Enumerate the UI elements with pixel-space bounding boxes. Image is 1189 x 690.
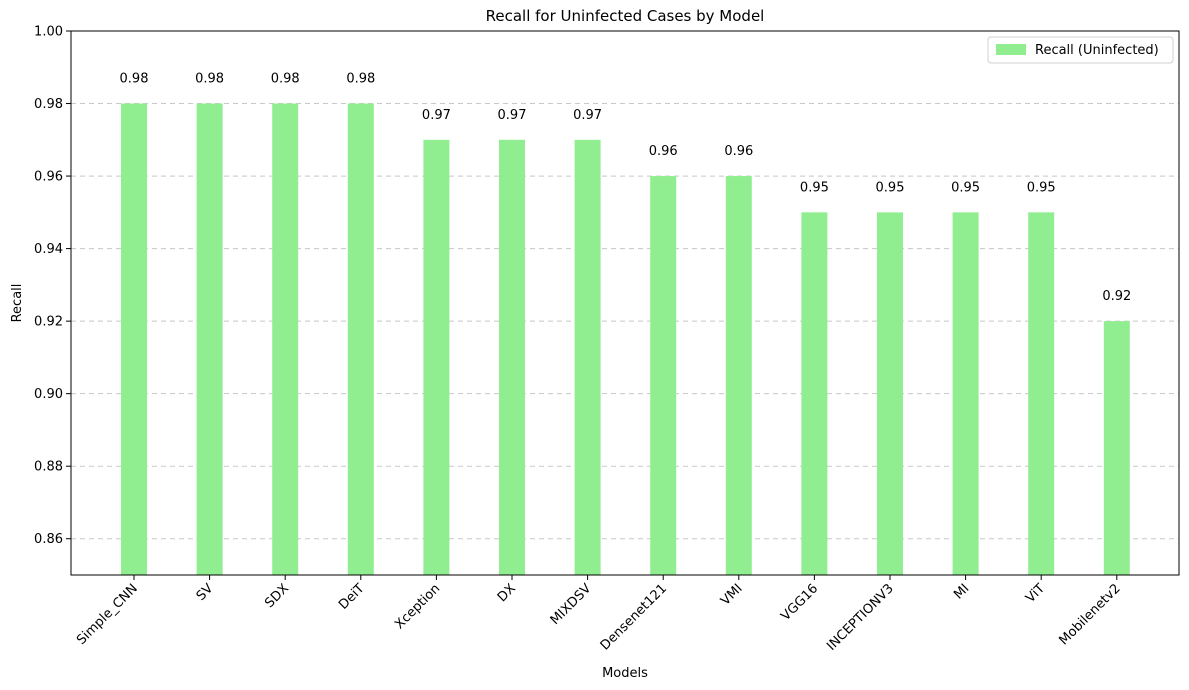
bar [499,139,525,576]
x-tick-label: Xception [392,581,443,632]
bar [423,139,450,576]
value-labels: 0.98 0.98 0.98 0.98 0.97 0.97 0.97 0.96 0.96 0.95… [120,72,1132,305]
bar-value-label: 0.95 [1027,180,1056,195]
chart-title: Recall for Uninfected Cases by Model [486,7,765,25]
y-tick-label: 0.86 [34,532,63,547]
x-tick-label: VGG16 [778,581,821,624]
x-tick-label: VMI [718,581,746,609]
bar-value-label: 0.95 [876,180,905,195]
bar [196,103,223,576]
y-tick-label: 0.90 [34,387,63,402]
x-axis-title: Models [602,666,648,681]
bars [121,103,1130,576]
bar-value-label: 0.97 [498,108,527,123]
y-axis-title: Recall [10,284,25,323]
y-tick-label: 1.00 [34,25,63,40]
x-tick-label: DX [495,581,519,605]
legend-label: Recall (Uninfected) [1035,43,1159,58]
bar [1028,212,1055,576]
y-axis: 0.86 0.88 0.90 0.92 0.94 0.96 0.98 1.00 [34,25,71,547]
bar [877,212,903,576]
x-tick-label: ViT [1023,581,1048,606]
bar-value-label: 0.96 [649,144,678,159]
bar [272,103,299,576]
x-tick-label: INCEPTIONV3 [824,581,897,654]
bar [347,103,374,576]
bar [1103,321,1130,575]
y-tick-label: 0.98 [34,97,63,112]
y-tick-label: 0.88 [34,460,63,475]
bar [650,176,677,576]
bar [574,139,601,576]
bar-value-label: 0.98 [346,72,375,87]
bar-value-label: 0.97 [422,108,451,123]
bar-value-label: 0.95 [951,180,980,195]
bar-value-label: 0.96 [724,144,753,159]
x-tick-label: MI [951,581,972,602]
bar [952,212,979,576]
bar-value-label: 0.92 [1102,289,1131,304]
x-tick-label: SV [194,581,217,604]
bar [725,176,752,576]
gridlines [71,103,1179,540]
x-tick-label: MIXDSV [548,581,595,628]
x-axis: Simple_CNN SV SDX DeiT Xception DX MIXDSV Dense… [74,575,1124,654]
bar [801,212,828,576]
legend: Recall (Uninfected) [987,36,1174,64]
bar-value-label: 0.97 [573,108,602,123]
legend-swatch [996,44,1026,55]
bar-value-label: 0.95 [800,180,829,195]
plot-frame [70,30,1180,576]
bar [121,103,147,576]
bar-value-label: 0.98 [195,72,224,87]
x-tick-label: Densenet121 [598,581,670,653]
x-tick-label: Simple_CNN [74,581,141,648]
y-tick-label: 0.94 [34,242,63,257]
y-tick-label: 0.96 [34,170,63,185]
bar-value-label: 0.98 [120,72,149,87]
legend-box [987,36,1174,64]
x-tick-label: SDX [262,581,292,611]
x-tick-label: DeiT [336,581,368,613]
bar-value-label: 0.98 [271,72,300,87]
y-tick-label: 0.92 [34,315,63,330]
x-tick-label: Mobilenetv2 [1056,581,1123,648]
